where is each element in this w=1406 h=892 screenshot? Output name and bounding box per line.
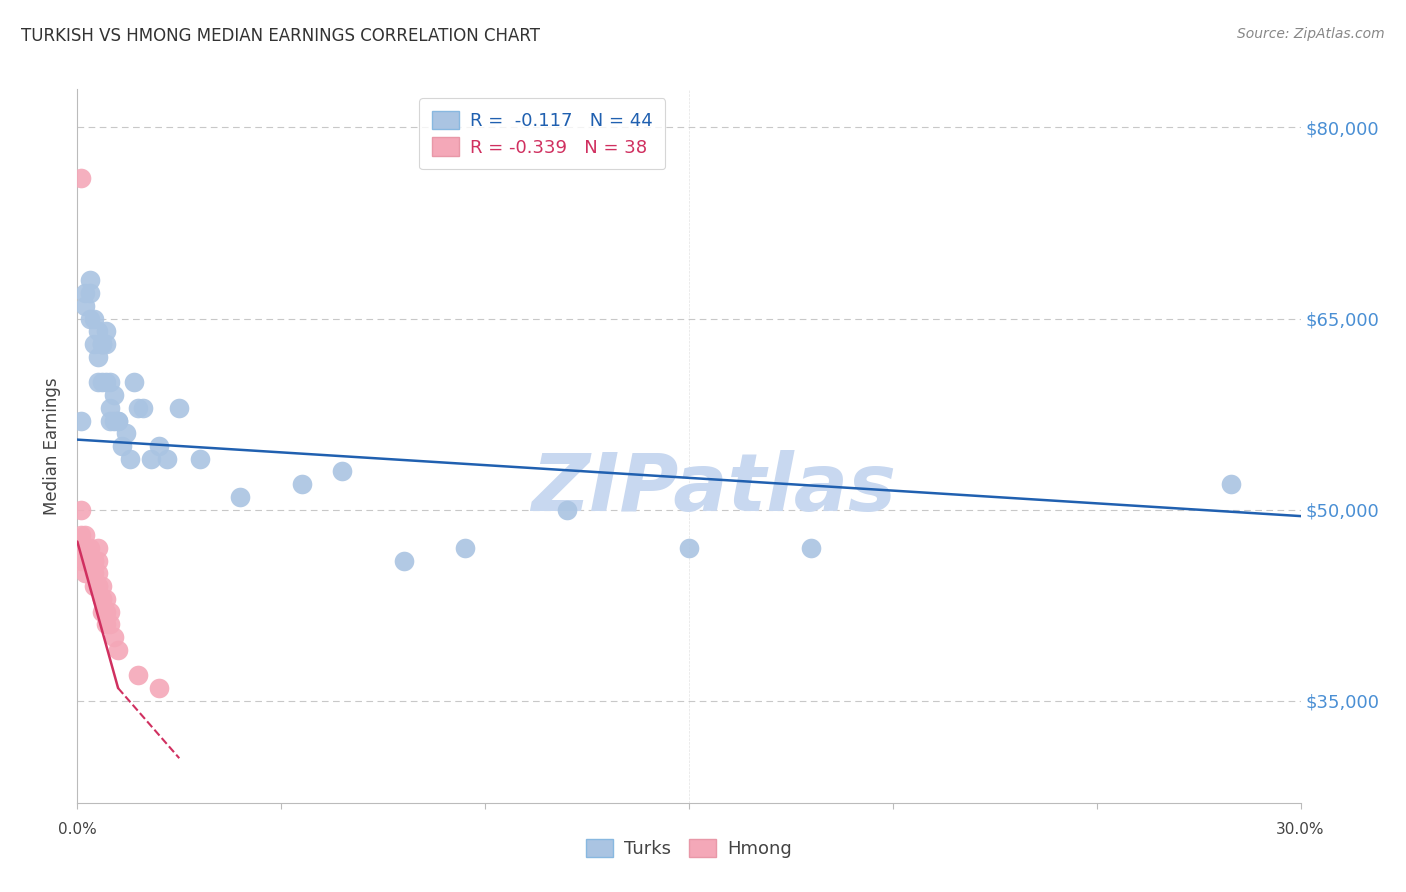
Point [90,591,112,606]
Point [1220,477,1243,491]
Point [169,401,191,415]
Point [87,324,110,338]
Point [94,591,117,606]
Point [87,579,110,593]
Point [98,617,121,632]
Point [139,451,162,466]
Point [75,554,97,568]
Point [229,490,252,504]
Point [107,413,129,427]
Point [79,311,101,326]
Point [148,439,170,453]
Point [70,541,93,555]
Point [128,401,150,415]
Point [98,401,121,415]
Point [79,554,101,568]
Point [87,566,110,581]
Point [678,541,700,555]
Point [79,286,101,301]
Point [70,528,93,542]
Point [79,554,101,568]
Point [94,617,117,632]
Point [115,426,138,441]
Point [98,413,121,427]
Point [70,554,93,568]
Point [107,643,129,657]
Point [124,376,146,390]
Y-axis label: Median Earnings: Median Earnings [44,377,62,515]
Point [94,376,117,390]
Point [83,579,105,593]
Point [188,451,211,466]
Point [87,376,110,390]
Point [103,413,125,427]
Point [156,451,179,466]
Point [87,541,110,555]
Point [87,350,110,364]
Point [291,477,314,491]
Point [75,566,97,581]
Point [79,554,101,568]
Text: 0.0%: 0.0% [58,822,97,837]
Point [98,605,121,619]
Text: 30.0%: 30.0% [1277,822,1324,837]
Legend: Turks, Hmong: Turks, Hmong [579,831,799,865]
Point [83,566,105,581]
Point [94,324,117,338]
Point [90,337,112,351]
Point [83,337,105,351]
Point [79,541,101,555]
Point [90,605,112,619]
Point [75,541,97,555]
Point [75,528,97,542]
Point [75,541,97,555]
Point [148,681,170,695]
Point [103,388,125,402]
Text: Source: ZipAtlas.com: Source: ZipAtlas.com [1237,27,1385,41]
Point [94,605,117,619]
Point [75,286,97,301]
Point [83,554,105,568]
Point [90,376,112,390]
Point [79,273,101,287]
Point [454,541,477,555]
Point [111,439,134,453]
Point [103,630,125,644]
Point [555,502,578,516]
Point [87,554,110,568]
Point [70,171,93,186]
Point [83,554,105,568]
Point [800,541,823,555]
Point [94,337,117,351]
Point [87,579,110,593]
Point [107,413,129,427]
Point [83,311,105,326]
Point [70,502,93,516]
Point [332,465,354,479]
Point [392,554,415,568]
Point [90,591,112,606]
Point [128,668,150,682]
Point [98,376,121,390]
Point [90,579,112,593]
Text: TURKISH VS HMONG MEDIAN EARNINGS CORRELATION CHART: TURKISH VS HMONG MEDIAN EARNINGS CORRELA… [21,27,540,45]
Point [75,299,97,313]
Point [131,401,153,415]
Point [79,554,101,568]
Point [90,337,112,351]
Point [75,554,97,568]
Point [120,451,142,466]
Text: ZIPatlas: ZIPatlas [531,450,896,528]
Point [70,413,93,427]
